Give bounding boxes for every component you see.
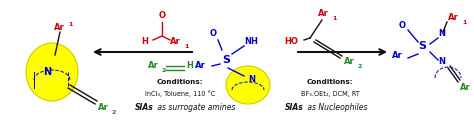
Text: 2: 2 — [358, 63, 363, 69]
Text: 1: 1 — [332, 15, 337, 20]
Ellipse shape — [26, 43, 78, 101]
Text: N: N — [248, 76, 255, 84]
Text: S: S — [222, 55, 230, 65]
Text: SIAs: SIAs — [285, 103, 304, 112]
Text: O: O — [158, 11, 165, 20]
Text: H: H — [186, 62, 193, 70]
Text: InCl₃, Toluene, 110 °C: InCl₃, Toluene, 110 °C — [145, 91, 215, 97]
Text: BF₃.OEt₂, DCM, RT: BF₃.OEt₂, DCM, RT — [301, 91, 359, 97]
Text: Ar: Ar — [392, 51, 403, 60]
Text: O: O — [399, 22, 405, 30]
Text: Ar: Ar — [344, 58, 355, 67]
Text: N: N — [438, 29, 445, 39]
Text: Ar: Ar — [170, 37, 181, 46]
Ellipse shape — [226, 66, 270, 104]
Text: HO: HO — [284, 37, 298, 46]
Text: Conditions:: Conditions: — [307, 79, 353, 85]
Text: Ar: Ar — [448, 13, 459, 22]
Text: 2: 2 — [112, 110, 117, 114]
Text: Ar: Ar — [318, 10, 329, 18]
Text: N: N — [438, 58, 445, 67]
Text: 1: 1 — [462, 20, 466, 25]
Text: Ar: Ar — [98, 103, 109, 112]
Text: S: S — [418, 41, 426, 51]
Text: Ar: Ar — [148, 62, 159, 70]
Text: SIAs: SIAs — [135, 103, 154, 112]
Text: 1: 1 — [184, 44, 188, 48]
Text: 2: 2 — [162, 67, 166, 72]
Text: as Nucleophiles: as Nucleophiles — [305, 103, 367, 112]
Text: NH: NH — [244, 37, 258, 46]
Text: Conditions:: Conditions: — [157, 79, 203, 85]
Text: O: O — [210, 29, 217, 39]
Text: Ar: Ar — [460, 84, 471, 93]
Text: N: N — [43, 67, 51, 77]
Text: 1: 1 — [68, 22, 73, 27]
Text: as surrogate amines: as surrogate amines — [155, 103, 236, 112]
Text: H: H — [142, 37, 148, 46]
Text: Ar: Ar — [195, 60, 206, 70]
Text: Ar: Ar — [54, 23, 65, 32]
